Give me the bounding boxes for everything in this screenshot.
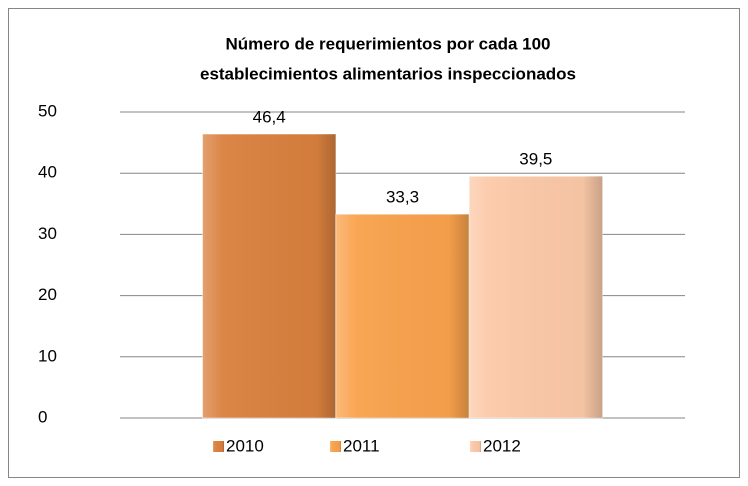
legend-label: 2012: [483, 436, 521, 455]
data-label: 46,4: [253, 108, 286, 127]
legend-label: 2010: [226, 436, 264, 455]
y-tick-label: 50: [38, 101, 57, 120]
y-tick-label: 0: [38, 407, 47, 426]
y-tick-label: 40: [38, 163, 57, 182]
y-tick-label: 10: [38, 346, 57, 365]
data-label: 39,5: [519, 150, 552, 169]
y-tick-label: 20: [38, 285, 57, 304]
bar-shade: [202, 134, 336, 419]
chart-title: Número de requerimientos por cada 100: [226, 34, 551, 53]
chart-title: establecimientos alimentarios inspeccion…: [200, 64, 576, 83]
data-label: 33,3: [386, 188, 419, 207]
y-tick-label: 30: [38, 224, 57, 243]
legend-label: 2011: [343, 436, 380, 455]
legend-swatch-shade: [330, 441, 341, 452]
legend-swatch-shade: [213, 441, 224, 452]
bar-shade: [469, 176, 603, 418]
bar-shade: [335, 214, 470, 418]
legend-swatch-shade: [470, 441, 481, 452]
